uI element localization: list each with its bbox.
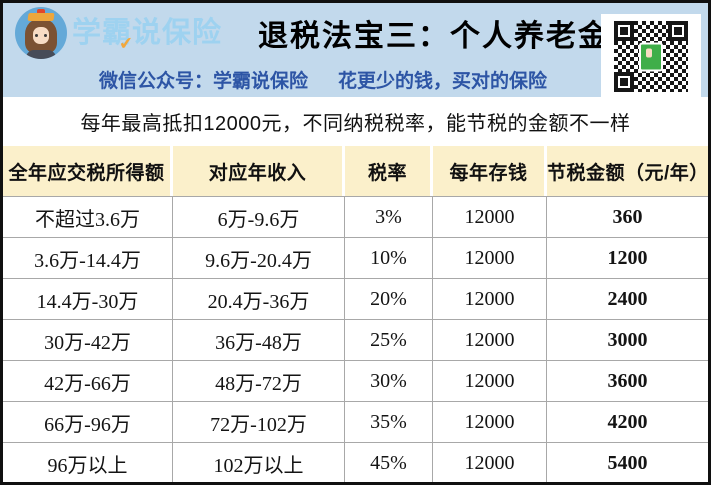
table-cell: 6万-9.6万: [173, 197, 345, 237]
table-header-row: 全年应交税所得额 对应年收入 税率 每年存钱 节税金额（元/年）: [3, 146, 708, 196]
column-header-taxable-income: 全年应交税所得额: [3, 146, 173, 196]
table-cell: 3000: [607, 328, 648, 351]
table-row: 14.4万-30万 20.4万-36万 20% 12000 2400: [3, 278, 708, 319]
table-cell: 3600: [607, 369, 648, 392]
table-caption: 每年最高抵扣12000元，不同纳税税率，能节税的金额不一样: [3, 97, 708, 146]
table-cell: 20.4万-36万: [173, 279, 345, 319]
table-cell: 4200: [607, 410, 648, 433]
table-cell: 9.6万-20.4万: [173, 238, 345, 278]
table-cell: 36万-48万: [173, 320, 345, 360]
table-row: 3.6万-14.4万 9.6万-20.4万 10% 12000 1200: [3, 237, 708, 278]
table-cell: 不超过3.6万: [3, 197, 173, 237]
table-cell: 12000: [433, 238, 547, 278]
qr-finder-icon: [668, 21, 688, 41]
table-cell: 14.4万-30万: [3, 279, 173, 319]
table-cell: 3.6万-14.4万: [3, 238, 173, 278]
brand-name-text: 学霸说保险: [72, 16, 223, 49]
wechat-account-text: 微信公众号：学霸说保险: [98, 71, 308, 92]
table-row: 42万-66万 48万-72万 30% 12000 3600: [3, 360, 708, 401]
table-cell: 30万-42万: [3, 320, 173, 360]
table-cell: 48万-72万: [173, 361, 345, 401]
table-cell: 10%: [345, 238, 433, 278]
wechat-subtitle: 微信公众号：学霸说保险 花更少的钱，买对的保险: [43, 66, 603, 93]
qr-code: [614, 21, 688, 92]
qr-code-box: [601, 14, 701, 99]
table-cell: 12000: [433, 402, 547, 442]
table-cell: 96万以上: [3, 443, 173, 482]
banner-top-row: 学霸说保险 ✔ 退税法宝三：个人养老金: [3, 3, 708, 63]
column-header-tax-rate: 税率: [345, 146, 433, 196]
table-row: 66万-96万 72万-102万 35% 12000 4200: [3, 401, 708, 442]
page-title: 退税法宝三：个人养老金: [258, 20, 611, 53]
qr-finder-icon: [614, 72, 634, 92]
table-cell: 25%: [345, 320, 433, 360]
column-header-yearly-deposit: 每年存钱: [433, 146, 547, 196]
table-cell: 12000: [433, 197, 547, 237]
girl-avatar-icon: [15, 7, 67, 59]
header-banner: 学霸说保险 ✔ 退税法宝三：个人养老金 微信公众号：学霸说保险 花更少的钱，买对的…: [3, 3, 708, 99]
table-row: 96万以上 102万以上 45% 12000 5400: [3, 442, 708, 482]
table-cell: 12000: [433, 320, 547, 360]
table-cell: 30%: [345, 361, 433, 401]
table-cell: 66万-96万: [3, 402, 173, 442]
table-cell: 45%: [345, 443, 433, 482]
brand-name: 学霸说保险 ✔: [72, 16, 223, 53]
table-cell: 3%: [345, 197, 433, 237]
table-cell: 12000: [433, 361, 547, 401]
slogan-text: 花更少的钱，买对的保险: [338, 71, 548, 92]
brand-logo: 学霸说保险 ✔: [15, 7, 222, 59]
qr-center-logo-icon: [639, 42, 663, 71]
table-cell: 5400: [607, 451, 648, 474]
column-header-tax-saved: 节税金额（元/年）: [547, 146, 708, 196]
table-cell: 20%: [345, 279, 433, 319]
column-header-annual-income: 对应年收入: [173, 146, 345, 196]
table-row: 30万-42万 36万-48万 25% 12000 3000: [3, 319, 708, 360]
table-cell: 72万-102万: [173, 402, 345, 442]
checkmark-icon: ✔: [118, 32, 136, 54]
table-cell: 360: [612, 205, 643, 228]
table-row: 不超过3.6万 6万-9.6万 3% 12000 360: [3, 196, 708, 237]
table-cell: 35%: [345, 402, 433, 442]
table-cell: 12000: [433, 279, 547, 319]
qr-finder-icon: [614, 21, 634, 41]
table-cell: 102万以上: [173, 443, 345, 482]
table-cell: 2400: [607, 287, 648, 310]
table-cell: 1200: [607, 246, 648, 269]
table-cell: 42万-66万: [3, 361, 173, 401]
table-cell: 12000: [433, 443, 547, 482]
